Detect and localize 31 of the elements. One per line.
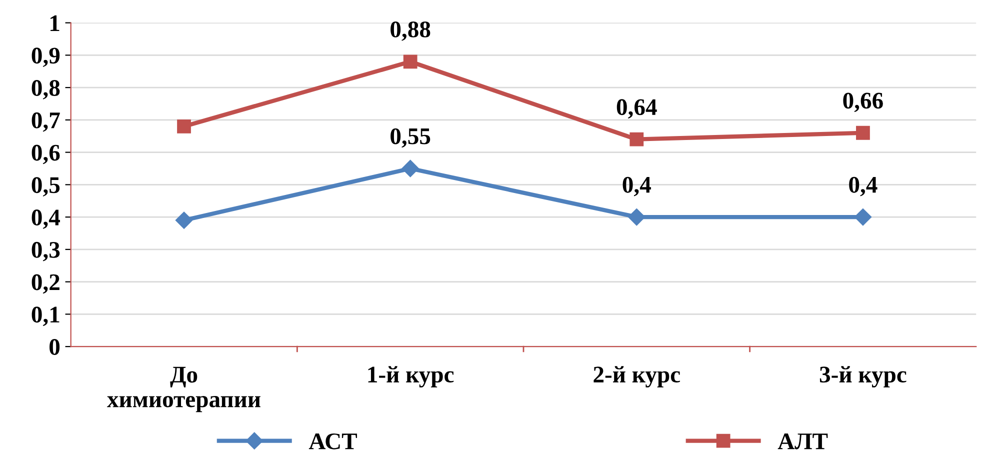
y-tick-label: 0,7 bbox=[32, 112, 60, 132]
y-tick-label: 0,9 bbox=[32, 48, 60, 68]
point bbox=[628, 208, 646, 226]
y-tick-label: 0,3 bbox=[32, 242, 60, 262]
legend-label: АЛТ bbox=[778, 434, 828, 450]
data-label: 0,88 bbox=[390, 21, 430, 41]
x-tick-label: 1-й курс bbox=[368, 366, 454, 388]
y-tick-label: 1 bbox=[50, 15, 60, 31]
y-tick-label: 0,2 bbox=[32, 274, 60, 294]
x-tick-label: 3-й курс bbox=[820, 366, 906, 388]
point bbox=[403, 54, 418, 69]
point bbox=[175, 212, 193, 229]
data-label: 0,4 bbox=[849, 176, 878, 196]
point bbox=[177, 119, 191, 134]
point bbox=[854, 208, 872, 226]
x-tick-label: 2-й курс bbox=[594, 366, 680, 388]
point bbox=[630, 132, 644, 146]
data-label: 0,64 bbox=[616, 99, 657, 119]
y-tick-label: 0,5 bbox=[32, 177, 60, 197]
y-tick-label: 0,6 bbox=[32, 144, 60, 164]
data-label: 0,4 bbox=[622, 176, 651, 196]
y-tick-label: 0,8 bbox=[32, 80, 60, 100]
y-tick-label: 0,4 bbox=[32, 210, 60, 229]
legend-label: АСТ bbox=[308, 433, 357, 450]
point bbox=[856, 126, 870, 140]
y-tick-label: 0,1 bbox=[32, 306, 60, 326]
data-label: 0,66 bbox=[843, 92, 883, 112]
x-tick-label: До химиотерапии bbox=[107, 366, 260, 412]
data-label: 0,55 bbox=[390, 128, 430, 148]
y-tick-label: 0 bbox=[50, 339, 60, 355]
point bbox=[402, 160, 419, 178]
